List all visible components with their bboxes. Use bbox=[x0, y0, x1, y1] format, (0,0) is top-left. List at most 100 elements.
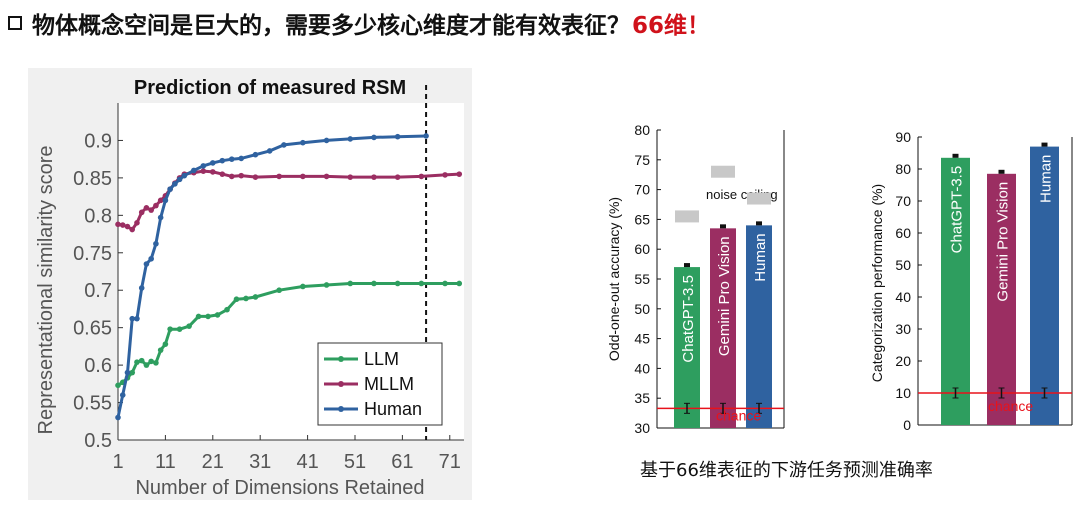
odd-bar-label-gemini-pro-vision: Gemini Pro Vision bbox=[716, 236, 733, 356]
legend-mllm-marker bbox=[338, 381, 344, 387]
odd-y-tick-label: 55 bbox=[634, 271, 650, 287]
rsm-point-human bbox=[181, 172, 188, 179]
cat-error-bar bbox=[998, 169, 1005, 174]
title-text: 物体概念空间是巨大的，需要多少核心维度才能有效表征？ bbox=[32, 13, 630, 39]
rsm-point-llm bbox=[214, 312, 221, 318]
rsm-point-llm bbox=[162, 341, 169, 347]
odd-y-tick-label: 35 bbox=[634, 390, 650, 406]
rsm-point-mllm bbox=[228, 173, 235, 180]
rsm-y-axis-label: Representational similarity score bbox=[35, 145, 57, 434]
rsm-point-human bbox=[153, 240, 159, 247]
rsm-point-human bbox=[157, 214, 164, 221]
rsm-point-llm bbox=[176, 326, 183, 332]
odd-bar-label-chatgpt-3-5: ChatGPT-3.5 bbox=[680, 275, 697, 363]
rsm-point-human bbox=[394, 133, 401, 140]
cat-chance-label: chance bbox=[988, 398, 1033, 414]
odd-bar-gemini-pro-vision bbox=[710, 228, 736, 428]
rsm-point-llm bbox=[148, 358, 154, 365]
rsm-point-mllm bbox=[323, 173, 330, 180]
rsm-point-llm bbox=[129, 369, 136, 376]
odd-bar-chatgpt-3-5 bbox=[674, 267, 700, 428]
cat-bar-label-human: Human bbox=[1038, 155, 1055, 203]
rsm-point-human bbox=[209, 160, 216, 166]
cat-y-tick-label: 30 bbox=[895, 321, 911, 337]
rsm-point-llm bbox=[138, 357, 145, 364]
odd-error-bar bbox=[684, 263, 690, 268]
cat-y-tick-label: 20 bbox=[895, 353, 911, 369]
rsm-point-human bbox=[138, 285, 145, 291]
rsm-point-llm bbox=[115, 382, 121, 389]
rsm-y-tick-label: 0.5 bbox=[84, 430, 112, 452]
rsm-point-mllm bbox=[124, 223, 131, 230]
rsm-point-human bbox=[281, 142, 287, 148]
odd-y-tick-label: 75 bbox=[634, 152, 650, 168]
rsm-y-tick-label: 0.8 bbox=[84, 205, 112, 227]
rsm-point-llm bbox=[134, 359, 140, 365]
rsm-point-mllm bbox=[394, 174, 401, 180]
rsm-point-llm bbox=[186, 323, 192, 329]
rsm-point-human bbox=[176, 176, 183, 183]
rsm-point-human bbox=[219, 157, 226, 164]
rsm-point-mllm bbox=[442, 172, 448, 178]
legend-mllm-label: MLLM bbox=[364, 374, 414, 394]
rsm-point-mllm bbox=[134, 220, 140, 226]
rsm-point-mllm bbox=[143, 205, 150, 211]
rsm-y-tick-label: 0.65 bbox=[73, 318, 112, 340]
cat-y-tick-label: 60 bbox=[895, 225, 911, 241]
rsm-point-mllm bbox=[456, 171, 463, 177]
odd-bar-human bbox=[746, 225, 772, 428]
cat-bar-label-chatgpt-3-5: ChatGPT-3.5 bbox=[949, 166, 966, 254]
rsm-point-llm bbox=[323, 282, 330, 288]
rsm-point-mllm bbox=[300, 173, 306, 180]
figure-caption: 基于66维表征的下游任务预测准确率 bbox=[640, 460, 933, 481]
odd-noise-ceiling-human bbox=[747, 192, 771, 205]
rsm-point-human bbox=[124, 369, 131, 376]
cat-error-bar bbox=[1041, 142, 1048, 147]
cat-y-tick-label: 80 bbox=[895, 161, 911, 177]
cat-y-tick-label: 40 bbox=[895, 289, 911, 305]
cat-bar-label-gemini-pro-vision: Gemini Pro Vision bbox=[995, 182, 1012, 302]
odd-y-axis-label: Odd-one-out accuracy (%) bbox=[606, 197, 622, 361]
checkbox-square-icon bbox=[8, 16, 22, 30]
rsm-point-human bbox=[266, 148, 273, 154]
rsm-chart-title: Prediction of measured RSM bbox=[134, 77, 406, 99]
rsm-point-human bbox=[191, 167, 197, 174]
rsm-point-human bbox=[143, 261, 150, 267]
title-highlight: 66维！ bbox=[632, 13, 711, 39]
rsm-x-tick-label: 41 bbox=[296, 451, 318, 473]
rsm-point-llm bbox=[442, 280, 448, 287]
rsm-point-llm bbox=[167, 326, 173, 332]
rsm-point-human bbox=[167, 186, 173, 192]
rsm-point-llm bbox=[371, 280, 377, 287]
rsm-x-tick-label: 31 bbox=[249, 451, 271, 473]
rsm-point-human bbox=[148, 255, 154, 262]
rsm-point-mllm bbox=[148, 207, 154, 213]
rsm-y-tick-label: 0.75 bbox=[73, 243, 112, 265]
rsm-x-tick-label: 11 bbox=[155, 451, 176, 473]
odd-noise-ceiling-gemini-pro-vision bbox=[711, 165, 735, 178]
rsm-series-human-line bbox=[116, 134, 427, 418]
odd-y-tick-label: 60 bbox=[634, 241, 650, 257]
rsm-point-human bbox=[300, 139, 306, 146]
rsm-point-llm bbox=[456, 280, 463, 287]
rsm-point-llm bbox=[418, 280, 425, 287]
rsm-point-llm bbox=[276, 287, 282, 294]
rsm-point-mllm bbox=[153, 202, 159, 209]
odd-y-tick-label: 30 bbox=[634, 420, 650, 436]
rsm-point-llm bbox=[153, 360, 159, 366]
odd-chance-label: chance bbox=[716, 407, 761, 423]
cat-bar-human bbox=[1030, 146, 1059, 425]
rsm-x-tick-label: 1 bbox=[112, 451, 123, 473]
rsm-point-mllm bbox=[129, 226, 136, 233]
legend-llm-marker bbox=[338, 356, 344, 362]
slide-title: 物体概念空间是巨大的，需要多少核心维度才能有效表征？ 66维！ bbox=[8, 6, 710, 40]
rsm-point-mllm bbox=[252, 174, 259, 180]
rsm-point-llm bbox=[205, 313, 211, 320]
rsm-point-human bbox=[172, 181, 178, 187]
cat-y-tick-label: 50 bbox=[895, 257, 911, 273]
odd-error-bar bbox=[720, 224, 726, 229]
rsm-point-human bbox=[115, 414, 121, 421]
rsm-y-tick-label: 0.6 bbox=[84, 355, 112, 377]
rsm-point-llm bbox=[195, 313, 202, 320]
